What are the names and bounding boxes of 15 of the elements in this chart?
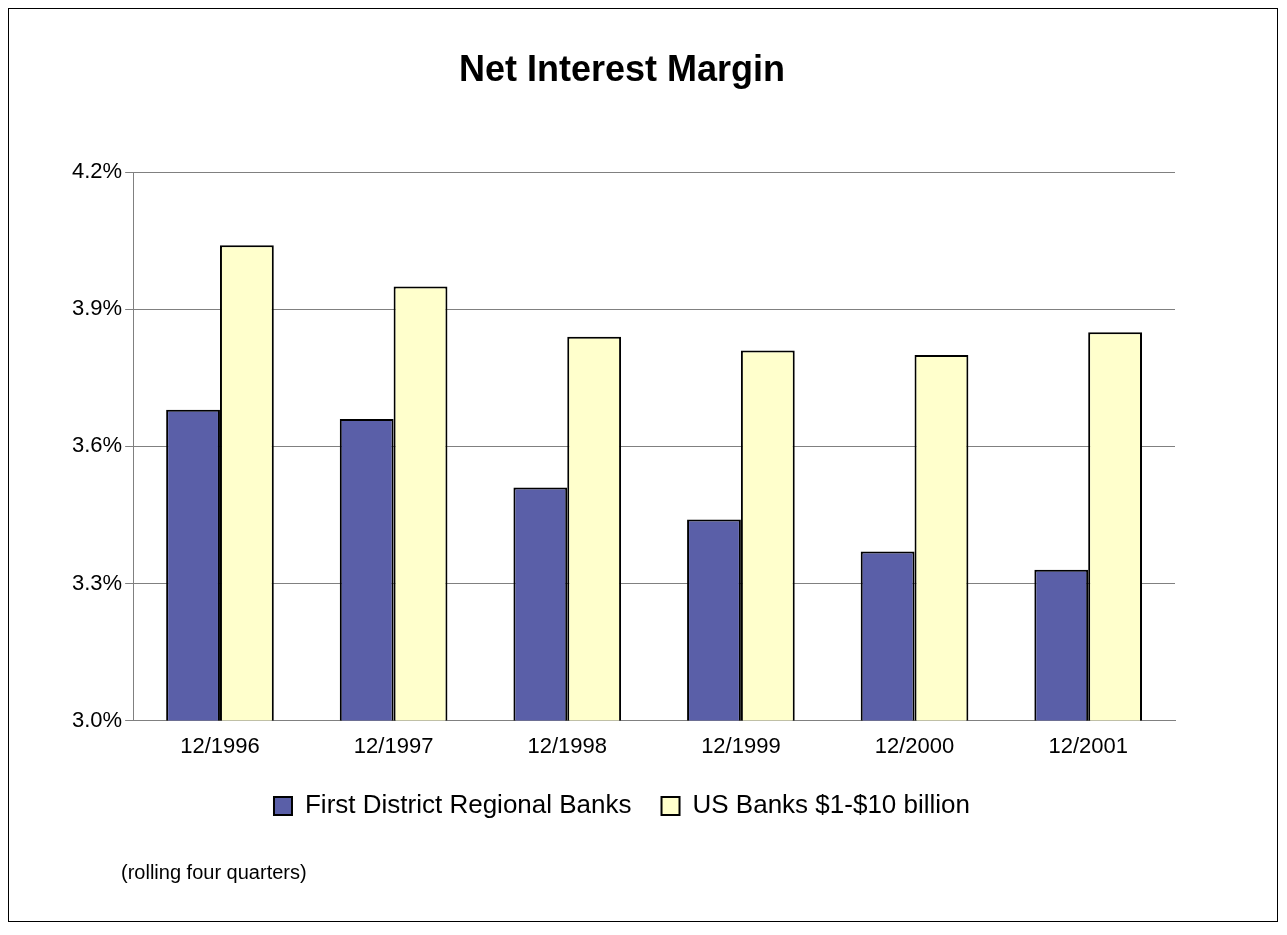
y-tick-label: 3.9%	[71, 295, 123, 321]
y-tick-label: 3.0%	[71, 706, 123, 732]
chart-title: Net Interest Margin	[458, 47, 786, 89]
x-tick-label: 12/1999	[701, 732, 781, 758]
y-tick-label: 4.2%	[71, 158, 123, 184]
y-tick-label: 3.6%	[71, 432, 123, 458]
x-tick-label: 12/2000	[874, 732, 955, 758]
x-tick-label: 12/1996	[180, 732, 260, 758]
text: (rolling four quarters)	[121, 861, 307, 883]
legend-label: US Banks $1-$10 billion	[692, 789, 971, 820]
legend-label: First District Regional Banks	[304, 789, 632, 820]
x-tick-label: 12/1997	[353, 732, 434, 758]
y-tick-label: 3.3%	[71, 569, 123, 595]
x-tick-label: 12/1998	[527, 732, 608, 758]
x-tick-label: 12/2001	[1048, 732, 1128, 758]
